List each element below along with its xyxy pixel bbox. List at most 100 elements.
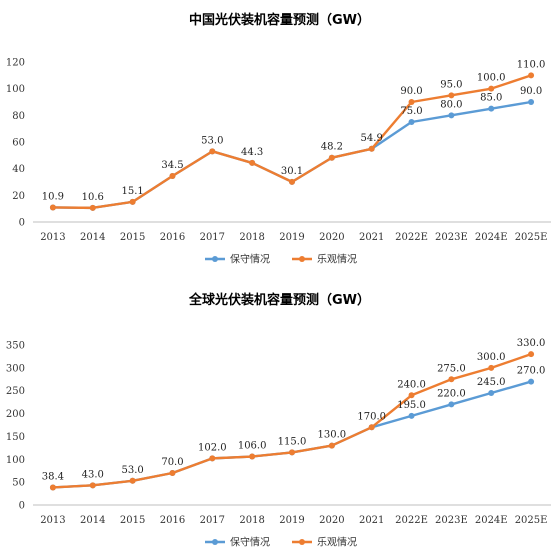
- data-label: 275.0: [437, 363, 466, 374]
- data-point: [528, 72, 535, 79]
- data-label: 130.0: [318, 430, 347, 441]
- data-point: [49, 484, 56, 491]
- data-point: [169, 173, 176, 179]
- data-label: 220.0: [437, 388, 466, 399]
- data-point: [209, 455, 216, 462]
- data-label: 34.5: [161, 160, 183, 171]
- y-tick-label: 200: [6, 409, 25, 420]
- data-point: [328, 442, 335, 449]
- data-label: 10.9: [42, 191, 64, 202]
- y-tick-label: 80: [12, 111, 25, 122]
- y-tick-label: 120: [6, 58, 25, 69]
- y-tick-label: 350: [6, 341, 25, 352]
- y-tick-label: 50: [12, 478, 25, 489]
- data-point: [408, 392, 415, 399]
- data-label: 300.0: [477, 352, 506, 363]
- data-label: 44.3: [241, 147, 263, 158]
- data-label: 170.0: [357, 411, 386, 422]
- data-label: 48.2: [321, 142, 343, 153]
- y-tick-label: 60: [12, 138, 25, 149]
- data-label: 38.4: [42, 471, 64, 482]
- data-point: [169, 470, 176, 476]
- data-point: [89, 482, 96, 489]
- data-label: 75.0: [400, 106, 422, 117]
- data-label: 100.0: [477, 73, 506, 84]
- chart-title: 中国光伏装机容量预测（GW）: [189, 12, 370, 28]
- y-tick-label: 20: [12, 191, 25, 202]
- x-tick-label: 2024E: [475, 232, 508, 243]
- data-label: 53.0: [201, 135, 223, 146]
- data-point: [488, 105, 495, 112]
- data-label: 70.0: [161, 457, 183, 468]
- data-point: [528, 378, 535, 385]
- legend-label: 保守情况: [230, 253, 270, 266]
- x-tick-label: 2020: [319, 515, 344, 526]
- x-tick-label: 2014: [80, 515, 105, 526]
- china-pv-capacity-chart: 中国光伏装机容量预测（GW） 0 20 40 60 80 100 120 2013 2014 201…: [0, 0, 559, 279]
- data-point: [448, 376, 455, 383]
- data-label: 53.0: [121, 465, 143, 476]
- legend-label: 乐观情况: [317, 253, 357, 266]
- x-tick-label: 2021: [359, 232, 384, 243]
- data-point: [129, 477, 136, 484]
- data-label: 54.9: [361, 133, 383, 144]
- data-label: 240.0: [397, 379, 426, 390]
- x-tick-label: 2020: [319, 232, 344, 243]
- data-label: 115.0: [278, 436, 307, 447]
- x-tick-label: 2019: [279, 232, 304, 243]
- data-label: 30.1: [281, 166, 303, 177]
- data-point: [129, 198, 136, 205]
- x-tick-label: 2019: [279, 515, 304, 526]
- x-tick-label: 2015: [120, 232, 145, 243]
- x-tick-label: 2014: [80, 232, 105, 243]
- x-tick-label: 2023E: [435, 515, 468, 526]
- y-tick-label: 100: [6, 84, 25, 95]
- data-label: 195.0: [397, 400, 426, 411]
- data-point: [89, 204, 96, 211]
- legend-label: 保守情况: [230, 536, 270, 549]
- data-label: 90.0: [400, 86, 422, 97]
- x-tick-label: 2025E: [515, 232, 548, 243]
- data-label: 106.0: [238, 441, 267, 452]
- data-point: [209, 148, 216, 155]
- y-tick-label: 100: [6, 455, 25, 466]
- data-label: 85.0: [480, 93, 502, 104]
- data-point: [488, 85, 495, 92]
- data-point: [448, 112, 455, 119]
- data-label: 43.0: [82, 469, 104, 480]
- data-point: [488, 364, 495, 371]
- data-label: 110.0: [517, 59, 546, 70]
- data-point: [368, 424, 375, 431]
- y-tick-label: 40: [12, 164, 25, 175]
- x-tick-label: 2013: [40, 515, 65, 526]
- legend-marker: [212, 256, 218, 262]
- data-label: 95.0: [440, 79, 462, 90]
- data-point: [289, 178, 295, 185]
- data-point: [408, 99, 415, 105]
- data-label: 330.0: [517, 338, 546, 349]
- x-tick-label: 2021: [359, 515, 384, 526]
- chart-svg: 全球光伏装机容量预测（GW） 0 50 100 150 200 250 300 350 2013 2…: [6, 292, 551, 549]
- data-point: [408, 119, 415, 125]
- data-label: 15.1: [121, 186, 143, 197]
- y-tick-label: 250: [6, 386, 25, 397]
- y-tick-label: 300: [6, 363, 25, 374]
- global-pv-capacity-chart: 全球光伏装机容量预测（GW） 0 50 100 150 200 250 300 350 2013 2…: [0, 280, 559, 559]
- data-point: [249, 159, 256, 166]
- y-tick-label: 150: [6, 432, 25, 443]
- data-point: [488, 390, 495, 396]
- data-point: [528, 99, 535, 105]
- data-point: [408, 412, 415, 419]
- data-point: [49, 204, 56, 211]
- chart-title: 全球光伏装机容量预测（GW）: [188, 292, 370, 308]
- x-tick-label: 2017: [200, 515, 225, 526]
- data-label: 102.0: [198, 442, 227, 453]
- x-tick-label: 2018: [239, 232, 264, 243]
- data-point: [528, 351, 535, 358]
- x-tick-label: 2018: [239, 515, 264, 526]
- x-tick-label: 2022E: [395, 232, 428, 243]
- data-point: [249, 453, 256, 460]
- data-point: [328, 154, 335, 161]
- data-label: 270.0: [517, 366, 546, 377]
- y-tick-label: 0: [19, 218, 25, 229]
